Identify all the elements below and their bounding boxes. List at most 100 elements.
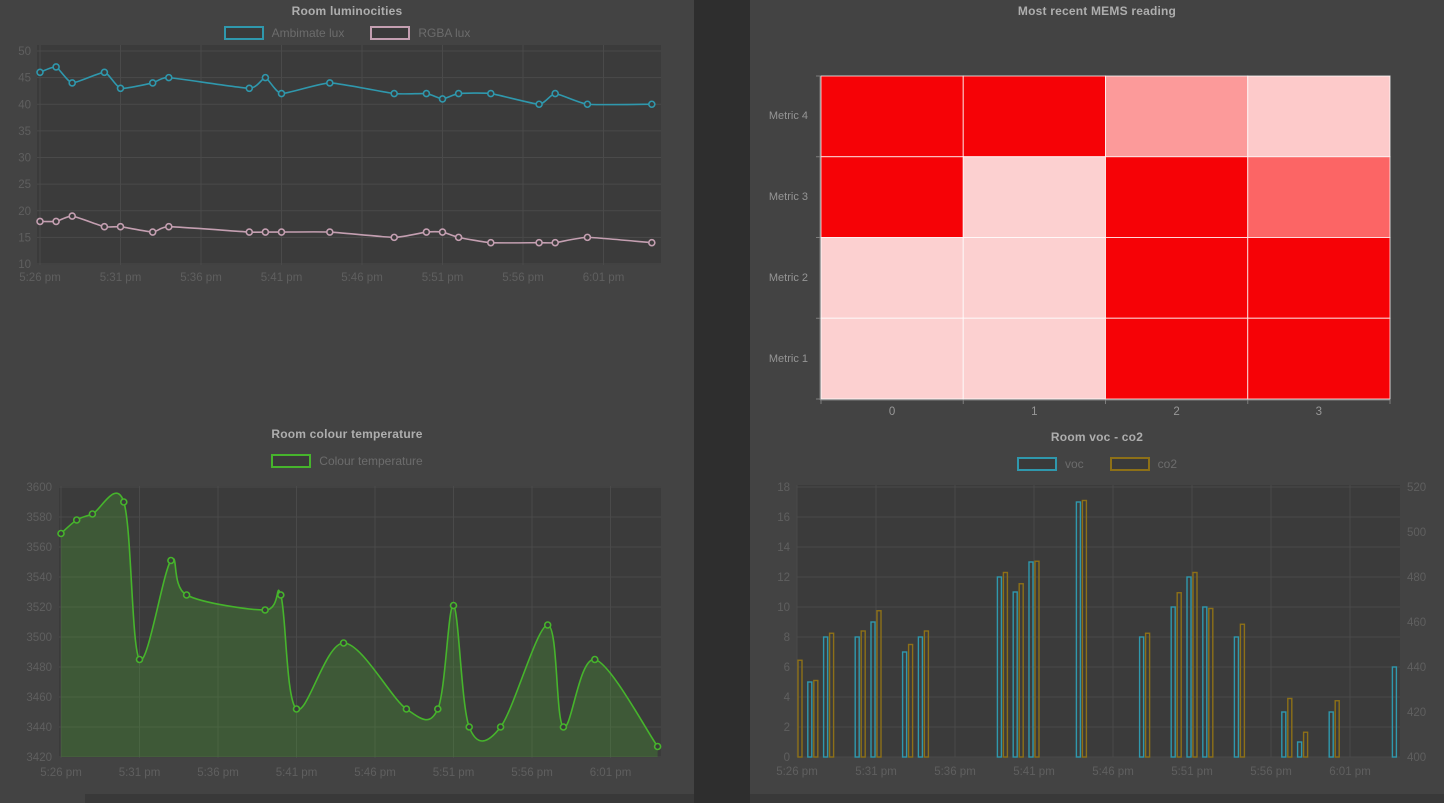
svg-text:6:01 pm: 6:01 pm [590, 767, 632, 779]
svg-text:500: 500 [1407, 527, 1426, 539]
panel-room-colour-temperature: Room colour temperature Colour temperatu… [0, 420, 694, 803]
panel-mems-heatmap: Most recent MEMS reading 0 1 2 3 Metric 4 M… [750, 0, 1444, 425]
svg-text:10: 10 [18, 259, 31, 271]
svg-text:5:41 pm: 5:41 pm [276, 767, 318, 779]
svg-text:440: 440 [1407, 662, 1426, 674]
svg-text:5:46 pm: 5:46 pm [341, 272, 383, 284]
svg-text:3580: 3580 [26, 512, 52, 524]
svg-text:18: 18 [777, 482, 790, 494]
svg-text:3520: 3520 [26, 602, 52, 614]
legend-item-rgba-lux[interactable]: RGBA lux [370, 26, 470, 40]
svg-text:3420: 3420 [26, 752, 52, 764]
svg-text:5:51 pm: 5:51 pm [1171, 766, 1213, 778]
heatmap-row-label-metric-2: Metric 2 [768, 272, 808, 284]
svg-text:5:36 pm: 5:36 pm [180, 272, 222, 284]
legend-swatch-voc [1016, 457, 1057, 471]
svg-text:5:26 pm: 5:26 pm [776, 766, 818, 778]
svg-text:5:56 pm: 5:56 pm [502, 272, 544, 284]
svg-text:30: 30 [18, 153, 31, 165]
svg-text:3560: 3560 [26, 542, 52, 554]
legend-swatch-ambimate [223, 26, 264, 40]
svg-text:3540: 3540 [26, 572, 52, 584]
svg-text:5:26 pm: 5:26 pm [40, 767, 82, 779]
legend-luminosities: Ambimate lux RGBA lux [0, 26, 694, 40]
svg-text:5:51 pm: 5:51 pm [422, 272, 464, 284]
svg-text:5:36 pm: 5:36 pm [934, 766, 976, 778]
svg-text:3460: 3460 [26, 692, 52, 704]
heatmap-row-label-metric-3: Metric 3 [768, 191, 808, 203]
chart-title-luminosities: Room luminocities [291, 4, 403, 18]
legend-swatch-colour-temperature [271, 454, 312, 468]
chart-title-colour-temperature: Room colour temperature [271, 427, 423, 441]
legend-label-co2: co2 [1157, 457, 1178, 471]
svg-text:40: 40 [18, 99, 31, 111]
svg-text:25: 25 [18, 179, 31, 191]
svg-text:3480: 3480 [26, 662, 52, 674]
svg-text:45: 45 [18, 73, 31, 85]
svg-text:14: 14 [777, 542, 790, 554]
svg-text:5:31 pm: 5:31 pm [119, 767, 161, 779]
svg-text:520: 520 [1407, 482, 1426, 494]
svg-text:5:31 pm: 5:31 pm [855, 766, 897, 778]
svg-text:6:01 pm: 6:01 pm [583, 272, 625, 284]
svg-text:5:41 pm: 5:41 pm [1013, 766, 1055, 778]
panel-room-luminosities: Room luminocities Ambimate lux RGBA lux … [0, 0, 694, 420]
svg-text:8: 8 [784, 632, 790, 644]
svg-text:6:01 pm: 6:01 pm [1329, 766, 1371, 778]
svg-text:1: 1 [1031, 406, 1037, 418]
svg-text:460: 460 [1407, 617, 1426, 629]
svg-text:4: 4 [784, 692, 791, 704]
panel-room-voc-co2: Room voc - co2 voc co2 5:26 pm 5:31 pm 5:3… [750, 425, 1444, 803]
colour-temperature-plot-area[interactable]: 5:26 pm 5:31 pm 5:36 pm 5:41 pm 5:46 pm 5:51 … [0, 420, 694, 803]
chart-title-mems: Most recent MEMS reading [1017, 4, 1177, 18]
svg-text:5:51 pm: 5:51 pm [433, 767, 475, 779]
svg-text:480: 480 [1407, 572, 1426, 584]
svg-text:2: 2 [1173, 406, 1179, 418]
svg-text:0: 0 [784, 752, 790, 764]
heatmap-row-label-metric-1: Metric 1 [768, 353, 808, 365]
svg-text:5:46 pm: 5:46 pm [1092, 766, 1134, 778]
svg-text:6: 6 [784, 662, 790, 674]
svg-text:3600: 3600 [26, 482, 52, 494]
svg-text:20: 20 [18, 206, 31, 218]
luminosities-plot-area[interactable]: 5:26 pm 5:31 pm 5:36 pm 5:41 pm 5:46 pm 5:51 … [0, 0, 694, 420]
svg-text:5:31 pm: 5:31 pm [100, 272, 142, 284]
legend-swatch-rgba [370, 26, 411, 40]
svg-text:420: 420 [1407, 707, 1426, 719]
heatmap-row-label-metric-4: Metric 4 [768, 110, 808, 122]
svg-text:35: 35 [18, 126, 31, 138]
legend-colour-temperature: Colour temperature [0, 454, 694, 468]
svg-text:10: 10 [777, 602, 790, 614]
legend-voc-co2: voc co2 [750, 457, 1444, 471]
next-row-chart-peek-left [85, 794, 694, 803]
legend-item-colour-temperature[interactable]: Colour temperature [271, 454, 423, 468]
chart-title-voc-co2: Room voc - co2 [1050, 430, 1144, 444]
legend-label-colour-temperature: Colour temperature [319, 454, 423, 468]
svg-text:5:46 pm: 5:46 pm [354, 767, 396, 779]
svg-text:400: 400 [1407, 752, 1426, 764]
svg-text:5:41 pm: 5:41 pm [261, 272, 303, 284]
svg-text:3500: 3500 [26, 632, 52, 644]
legend-item-ambimate-lux[interactable]: Ambimate lux [223, 26, 345, 40]
legend-label-rgba: RGBA lux [418, 26, 471, 40]
legend-item-co2[interactable]: co2 [1109, 457, 1178, 471]
legend-label-ambimate: Ambimate lux [271, 26, 345, 40]
svg-text:3440: 3440 [26, 722, 52, 734]
next-row-chart-peek-right [750, 794, 1444, 803]
mems-heatmap-plot-area[interactable]: 0 1 2 3 [750, 0, 1444, 425]
svg-text:12: 12 [777, 572, 790, 584]
voc-co2-plot-area[interactable]: 5:26 pm 5:31 pm 5:36 pm 5:41 pm 5:46 pm 5:51 … [750, 425, 1444, 803]
svg-text:16: 16 [777, 512, 790, 524]
svg-text:5:56 pm: 5:56 pm [511, 767, 553, 779]
svg-text:3: 3 [1316, 406, 1322, 418]
legend-swatch-co2 [1109, 457, 1150, 471]
svg-text:0: 0 [889, 406, 895, 418]
legend-item-voc[interactable]: voc [1016, 457, 1084, 471]
svg-text:15: 15 [18, 232, 31, 244]
svg-text:5:56 pm: 5:56 pm [1250, 766, 1292, 778]
legend-label-voc: voc [1064, 457, 1084, 471]
svg-text:5:36 pm: 5:36 pm [197, 767, 239, 779]
svg-text:50: 50 [18, 46, 31, 58]
svg-text:2: 2 [784, 722, 790, 734]
